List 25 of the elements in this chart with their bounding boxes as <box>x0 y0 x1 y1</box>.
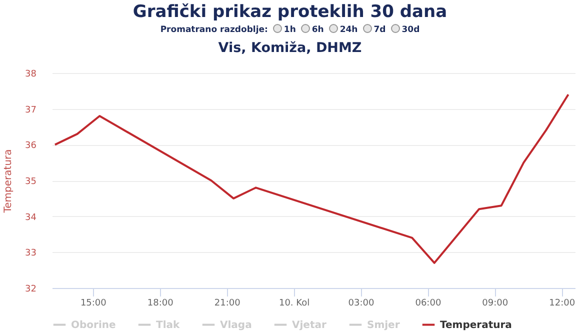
y-tick-label: 32 <box>25 284 36 294</box>
x-tick-label: 03:00 <box>348 298 374 308</box>
y-axis-title: Temperatura <box>3 149 14 214</box>
legend-label: Temperatura <box>440 320 512 331</box>
text: 7d <box>372 25 386 35</box>
x-tick-label: 10. Kol <box>278 298 310 308</box>
x-tick-label: 18:00 <box>147 298 174 308</box>
chart-subtitle: Vis, Komiža, DHMZ <box>217 39 363 58</box>
text: Promatrano razdoblje: <box>160 25 268 35</box>
text: 1h <box>282 25 296 35</box>
y-tick-label: 35 <box>25 177 36 187</box>
x-tick-label: 09:00 <box>482 298 508 308</box>
text: 24h <box>338 25 358 35</box>
text: 6h <box>310 25 324 35</box>
x-tick-label: 12:00 <box>549 298 576 308</box>
x-tick-label: 21:00 <box>214 298 241 308</box>
y-tick-label: 36 <box>25 141 37 152</box>
chart-title: Grafički prikaz proteklih 30 dana <box>132 1 448 23</box>
y-tick-label: 33 <box>25 248 36 259</box>
y-tick-label: 37 <box>25 105 36 116</box>
text: 30d <box>400 25 420 35</box>
x-tick-label: 15:00 <box>80 298 107 308</box>
y-tick-label: 34 <box>25 212 37 223</box>
y-tick-label: 38 <box>25 70 37 80</box>
x-tick-label: 06:00 <box>415 298 442 308</box>
